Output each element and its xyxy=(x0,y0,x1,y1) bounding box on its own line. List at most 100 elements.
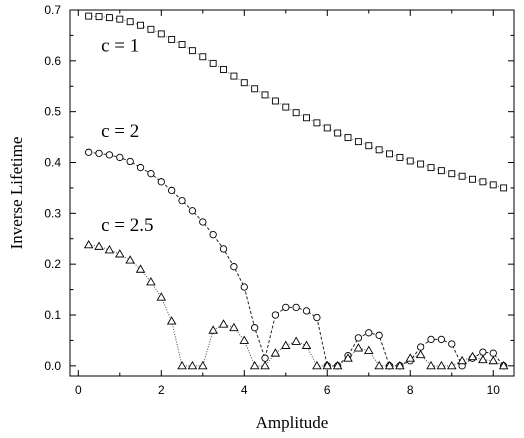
data-point-square xyxy=(354,138,362,146)
data-point-triangle xyxy=(270,348,281,357)
data-point-square xyxy=(188,47,196,55)
data-point-circle xyxy=(116,153,124,162)
data-point-triangle xyxy=(467,351,478,361)
data-point-triangle xyxy=(198,360,208,370)
data-point-triangle xyxy=(229,322,239,332)
data-point-circle xyxy=(302,307,311,315)
data-point-square xyxy=(126,18,134,26)
data-point-square xyxy=(303,114,310,122)
data-point-square xyxy=(458,172,466,180)
data-point-triangle xyxy=(395,360,405,370)
x-tick-label: 10 xyxy=(487,383,501,397)
data-point-square xyxy=(448,170,456,178)
data-point-square xyxy=(240,79,248,87)
data-point-triangle xyxy=(208,325,218,334)
x-tick-label: 4 xyxy=(241,383,248,397)
data-point-square xyxy=(334,129,342,137)
data-point-square xyxy=(427,164,435,172)
x-tick-label: 8 xyxy=(407,383,414,397)
data-point-square xyxy=(199,53,207,61)
data-point-circle xyxy=(375,331,383,339)
data-point-square xyxy=(95,13,103,21)
data-point-square xyxy=(489,181,497,189)
data-point-circle xyxy=(251,324,259,332)
data-point-square xyxy=(500,184,508,192)
data-point-circle xyxy=(147,170,155,178)
data-point-square xyxy=(105,14,113,22)
data-point-triangle xyxy=(260,360,270,370)
series-1 xyxy=(85,12,508,192)
plot-frame xyxy=(69,9,515,377)
series-2 xyxy=(85,148,508,370)
data-point-square xyxy=(396,153,404,161)
data-point-triangle xyxy=(478,354,488,364)
data-point-triangle xyxy=(291,336,301,345)
data-point-triangle xyxy=(115,249,125,258)
data-point-triangle xyxy=(353,343,364,352)
data-point-square xyxy=(323,124,331,132)
data-point-triangle xyxy=(332,360,343,370)
data-point-triangle xyxy=(322,360,333,370)
data-point-circle xyxy=(282,303,290,312)
data-point-square xyxy=(344,134,352,142)
data-point-square xyxy=(157,30,165,38)
x-tick-label: 2 xyxy=(158,383,165,397)
data-point-triangle xyxy=(488,355,499,365)
y-axis-label: Inverse Lifetime xyxy=(7,137,26,250)
data-point-square xyxy=(375,146,383,154)
x-tick-label: 0 xyxy=(75,383,82,397)
y-tick-label: 0.4 xyxy=(44,156,61,170)
y-tick-label: 0.0 xyxy=(44,359,61,373)
data-point-triangle xyxy=(249,360,260,370)
annotation-label: c = 2.5 xyxy=(101,215,153,236)
data-point-square xyxy=(147,25,155,33)
data-point-circle xyxy=(168,186,176,195)
data-point-circle xyxy=(230,263,238,271)
data-point-circle xyxy=(178,196,186,205)
data-point-triangle xyxy=(363,345,374,355)
data-point-circle xyxy=(292,303,300,312)
data-point-triangle xyxy=(343,353,353,362)
data-point-square xyxy=(437,167,445,175)
data-point-triangle xyxy=(281,340,291,349)
data-point-triangle xyxy=(415,349,426,359)
data-point-triangle xyxy=(94,241,104,250)
data-point-triangle xyxy=(104,245,115,254)
annotations: c = 1 c = 2 c = 2.5 xyxy=(101,36,153,236)
data-point-circle xyxy=(157,178,165,186)
x-tick-label: 6 xyxy=(324,383,331,397)
data-point-square xyxy=(271,97,279,105)
data-point-triangle xyxy=(166,316,177,325)
data-point-triangle xyxy=(83,239,94,249)
data-point-triangle xyxy=(146,277,156,286)
data-point-circle xyxy=(95,149,103,158)
data-point-triangle xyxy=(135,264,146,273)
plot-layer xyxy=(83,12,509,370)
data-point-square xyxy=(251,85,259,93)
ticks-layer: 0 2 4 6 8 10 0.0 0.1 0.2 0.3 0.4 0.5 0.6 0.7 xyxy=(44,3,514,397)
data-point-triangle xyxy=(187,360,198,370)
data-point-triangle xyxy=(125,255,135,264)
data-point-triangle xyxy=(156,292,167,301)
y-tick-label: 0.5 xyxy=(44,105,61,119)
data-point-triangle xyxy=(384,360,395,370)
data-point-circle xyxy=(209,231,217,239)
data-point-circle xyxy=(437,335,446,344)
data-point-circle xyxy=(416,343,425,351)
data-point-circle xyxy=(240,283,248,291)
annotation-label: c = 2 xyxy=(101,121,139,142)
y-tick-label: 0.2 xyxy=(44,257,61,271)
data-point-triangle xyxy=(301,340,312,349)
data-point-square xyxy=(282,103,290,111)
data-point-triangle xyxy=(426,360,436,370)
series-3 xyxy=(83,239,509,370)
data-point-triangle xyxy=(239,335,250,344)
data-point-circle xyxy=(105,151,114,159)
data-point-circle xyxy=(313,313,321,322)
y-tick-label: 0.6 xyxy=(44,54,61,68)
data-point-circle xyxy=(489,349,497,357)
x-axis-label: Amplitude xyxy=(256,413,329,432)
data-point-square xyxy=(168,36,176,43)
y-tick-label: 0.7 xyxy=(44,3,61,17)
data-point-triangle xyxy=(177,360,187,370)
